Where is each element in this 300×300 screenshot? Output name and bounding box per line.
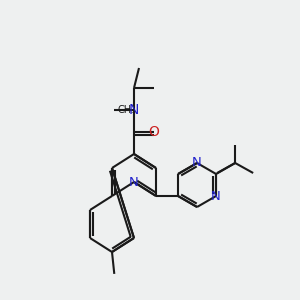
- Text: N: N: [192, 157, 202, 169]
- Text: O: O: [148, 125, 159, 139]
- Text: N: N: [129, 176, 139, 188]
- Text: CH₃: CH₃: [117, 105, 135, 115]
- Text: N: N: [211, 190, 221, 202]
- Text: N: N: [129, 103, 139, 117]
